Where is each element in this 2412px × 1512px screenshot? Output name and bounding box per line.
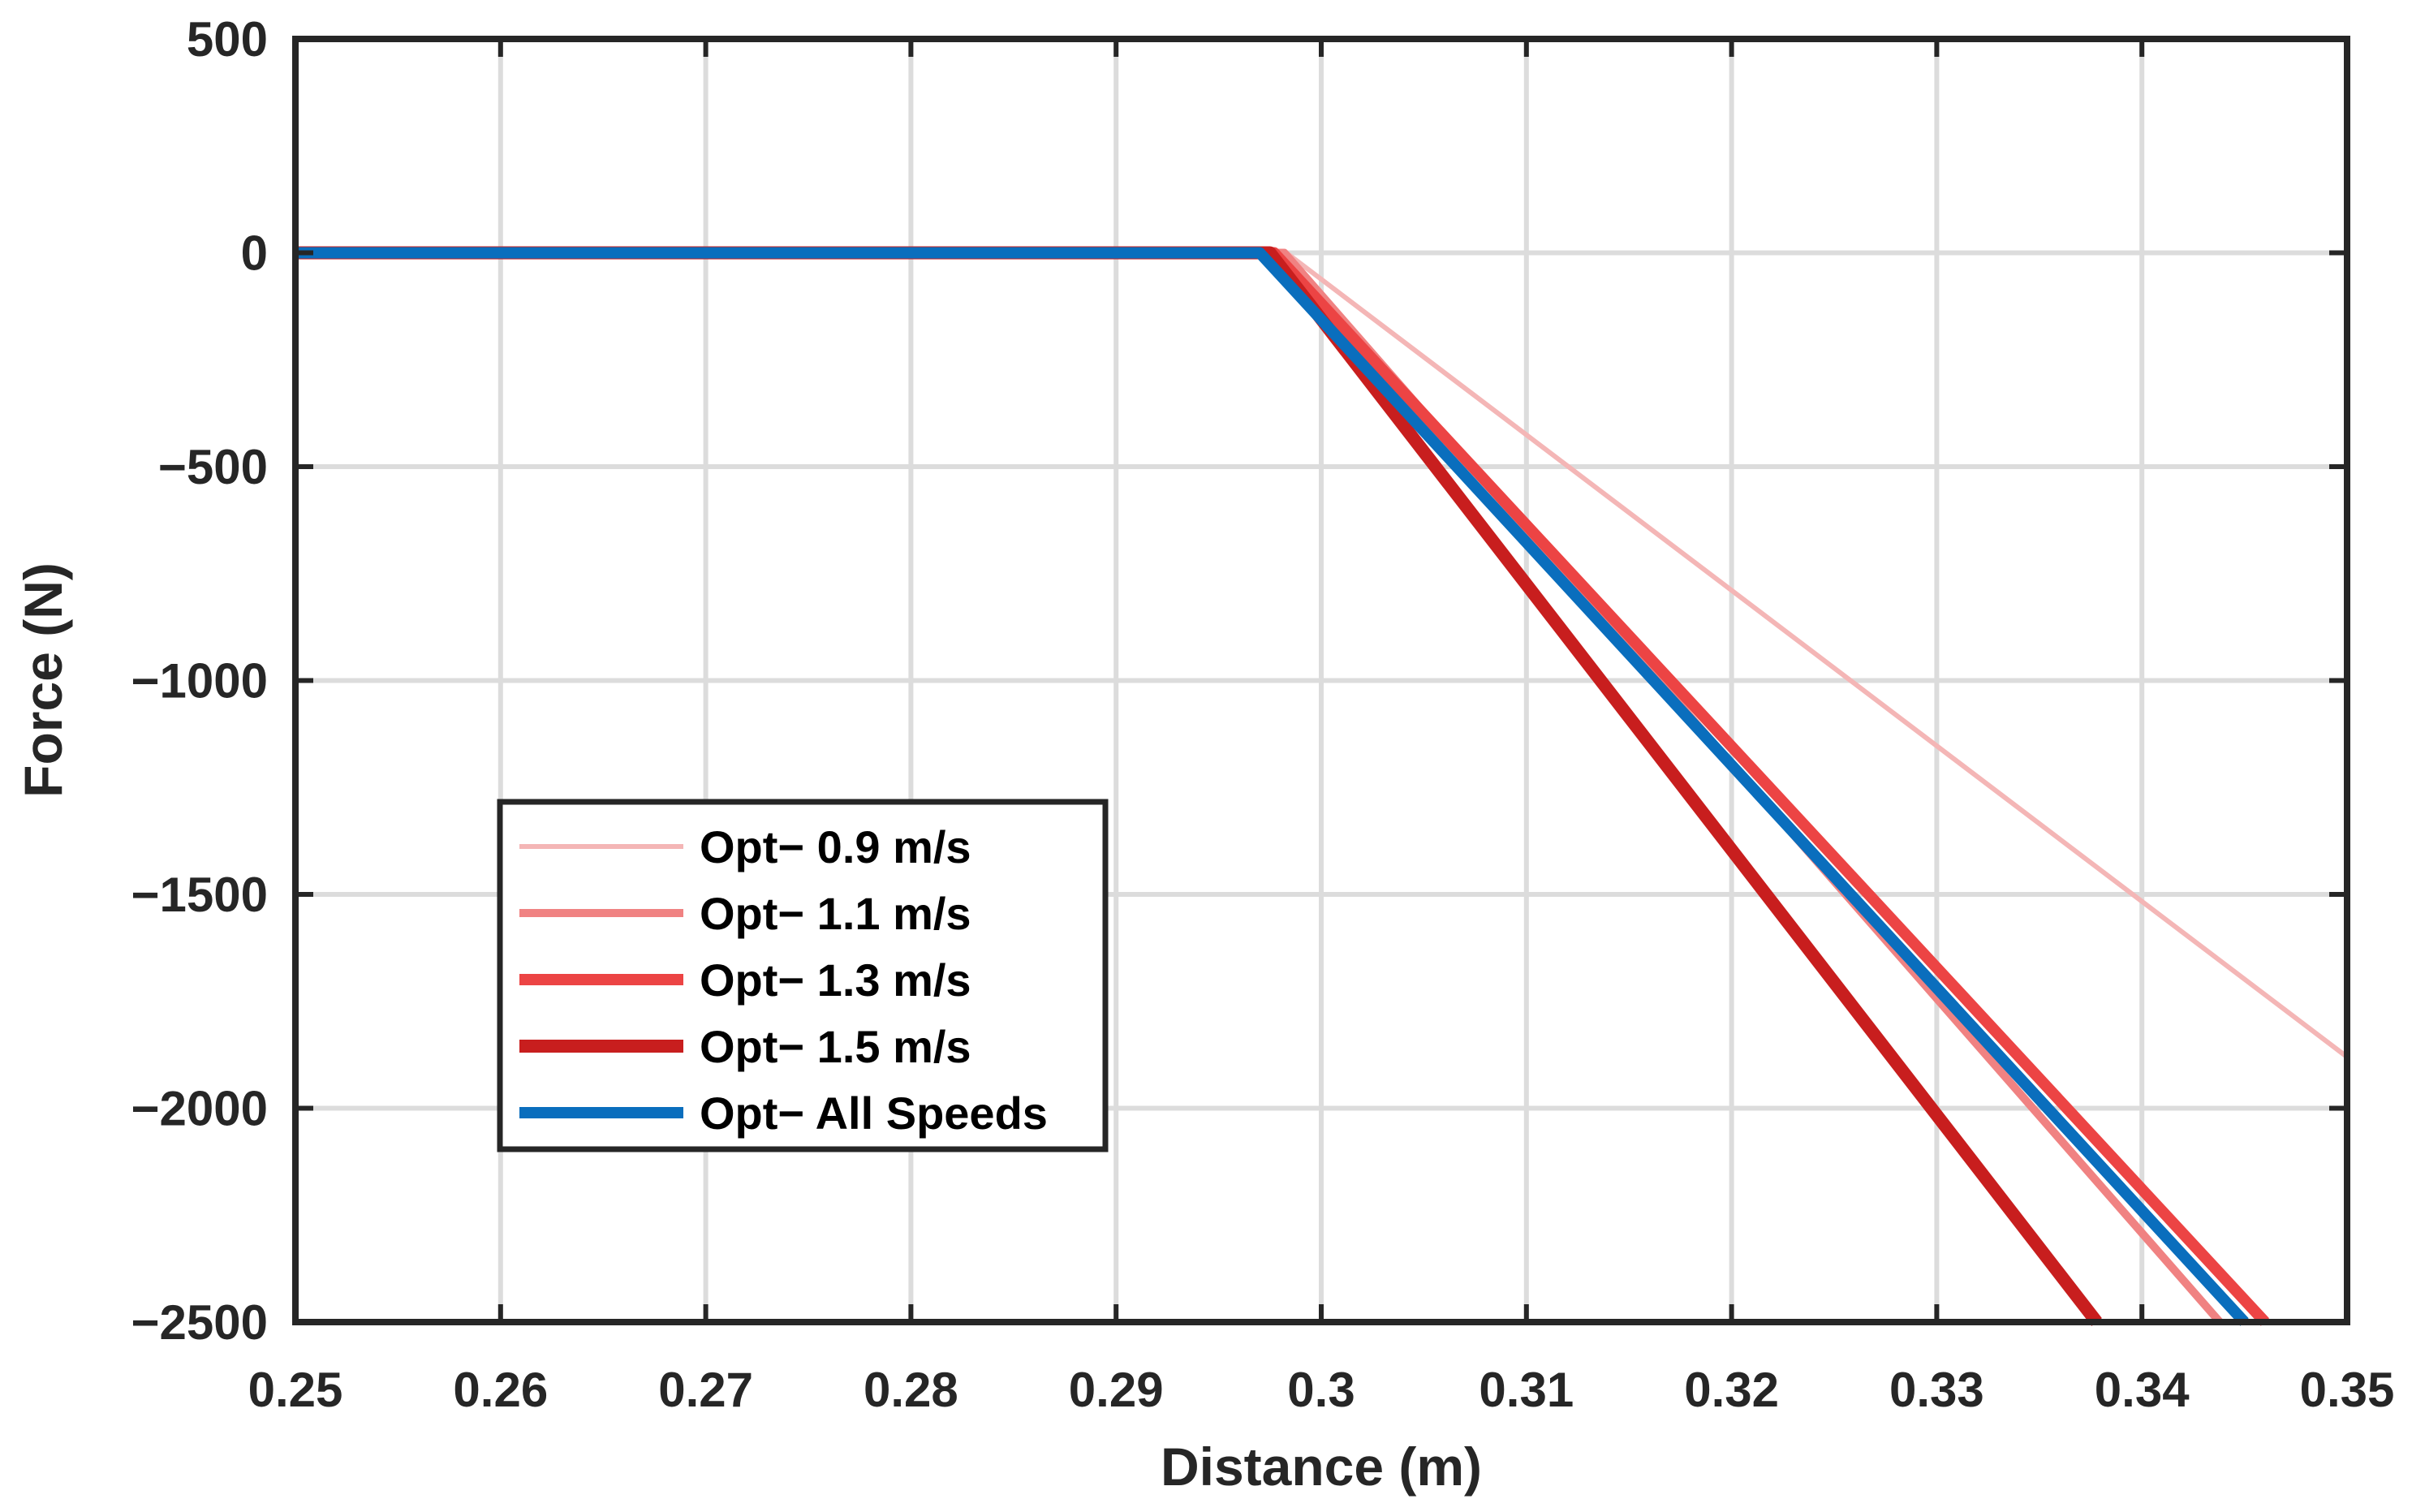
y-tick-label: −2000 — [131, 1082, 268, 1136]
y-tick-label: −1500 — [131, 868, 268, 922]
y-axis-label: Force (N) — [13, 562, 73, 798]
x-axis-label: Distance (m) — [1161, 1437, 1482, 1497]
y-axis-ticks: 500 0 −500 −1000 −1500 −2000 −2500 — [131, 12, 2347, 1350]
x-tick-label: 0.26 — [453, 1363, 548, 1417]
x-tick-label: 0.28 — [864, 1363, 958, 1417]
x-tick-label: 0.34 — [2095, 1363, 2190, 1417]
x-tick-label: 0.25 — [248, 1363, 343, 1417]
x-tick-label: 0.33 — [1889, 1363, 1984, 1417]
y-tick-label: 0 — [241, 226, 268, 281]
x-tick-label: 0.27 — [658, 1363, 753, 1417]
x-tick-label: 0.3 — [1287, 1363, 1355, 1417]
y-tick-label: 500 — [187, 12, 268, 67]
x-tick-label: 0.35 — [2300, 1363, 2395, 1417]
x-tick-label: 0.32 — [1684, 1363, 1779, 1417]
series-line — [295, 247, 2249, 1326]
legend: Opt− 0.9 m/s Opt− 1.1 m/s Opt− 1.3 m/s Opt−… — [497, 799, 1109, 1152]
x-tick-label: 0.31 — [1479, 1363, 1574, 1417]
legend-label: Opt− 1.3 m/s — [700, 954, 971, 1006]
x-tick-label: 0.29 — [1069, 1363, 1164, 1417]
y-tick-label: −1000 — [131, 654, 268, 709]
grid — [295, 39, 2347, 1322]
plot-lines — [295, 246, 2349, 1326]
x-axis-ticks: 0.25 0.26 0.27 0.28 0.29 0.3 0.31 0.32 0.33 0.34 0… — [248, 39, 2395, 1417]
legend-label: Opt− 1.5 m/s — [700, 1021, 971, 1072]
legend-label: Opt− 0.9 m/s — [700, 821, 971, 872]
y-tick-label: −500 — [158, 440, 268, 494]
legend-label: Opt− All Speeds — [700, 1088, 1048, 1139]
y-tick-label: −2500 — [131, 1295, 268, 1350]
legend-label: Opt− 1.1 m/s — [700, 888, 971, 939]
